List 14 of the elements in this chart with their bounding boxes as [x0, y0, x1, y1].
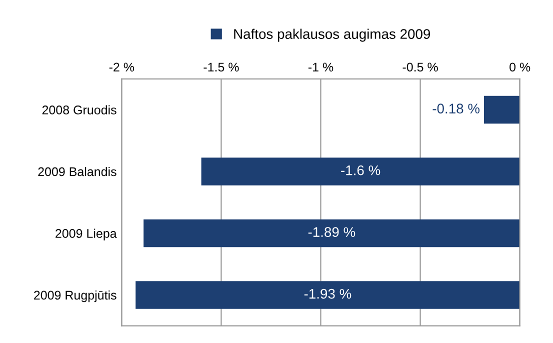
data-label: -1.93 % — [304, 288, 352, 299]
data-label: -1.6 % — [341, 165, 380, 176]
y-tick-label: 2009 Rugpjūtis — [34, 290, 116, 302]
x-tick-label: 0 % — [510, 62, 530, 72]
x-tick-label: -1.5 % — [204, 62, 239, 72]
x-tick-label: -2 % — [109, 62, 134, 72]
legend-label: Naftos paklausos augimas 2009 — [234, 28, 430, 42]
x-tick-label: -1 % — [308, 62, 334, 72]
data-label: -0.18 % — [432, 104, 480, 114]
y-tick-label: 2009 Liepa — [56, 228, 117, 240]
y-tick-label: 2009 Balandis — [38, 166, 116, 176]
x-tick-label: -0.5 % — [402, 62, 438, 72]
y-tick-label: 2008 Gruodis — [42, 105, 116, 114]
data-label: -1.89 % — [308, 227, 356, 237]
